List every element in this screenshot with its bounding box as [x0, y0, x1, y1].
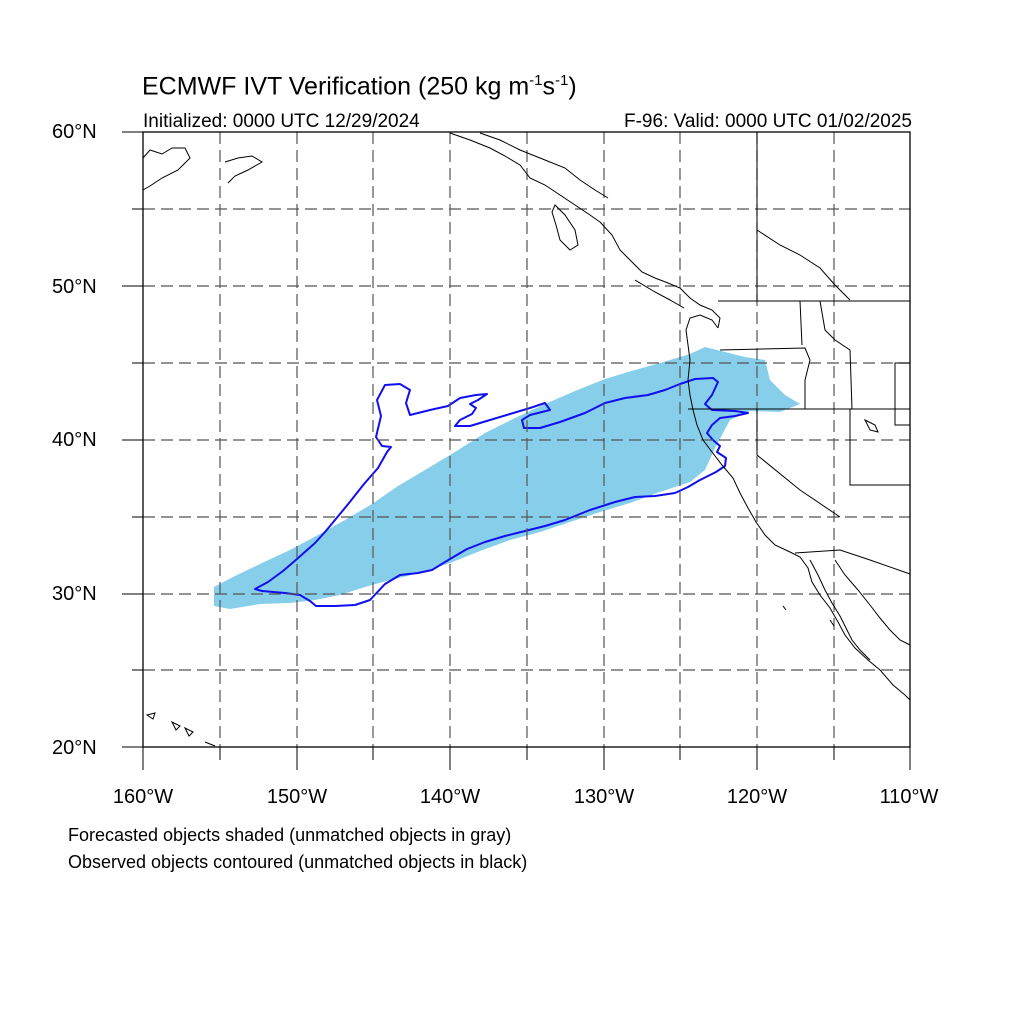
forecast-object-shading	[214, 347, 800, 609]
legend-note-observed: Observed objects contoured (unmatched ob…	[68, 852, 528, 872]
lon-label-110w: 110°W	[879, 786, 939, 808]
lon-label-130w: 130°W	[573, 786, 635, 808]
coastlines	[142, 132, 911, 747]
lon-label-120w: 120°W	[726, 786, 788, 808]
lat-label-40n: 40°N	[52, 429, 97, 451]
lat-label-30n: 30°N	[52, 583, 97, 605]
lat-label-20n: 20°N	[52, 737, 97, 759]
observed-object-contour	[254, 377, 749, 607]
legend-note-forecast: Forecasted objects shaded (unmatched obj…	[68, 825, 512, 845]
valid-time: F-96: Valid: 0000 UTC 01/02/2025	[624, 111, 912, 132]
graticule	[143, 132, 910, 747]
map-title: ECMWF IVT Verification (250 kg m-1s-1)	[142, 72, 577, 101]
initialized-time: Initialized: 0000 UTC 12/29/2024	[143, 111, 420, 132]
lon-label-150w: 150°W	[266, 786, 328, 808]
axis-ticks	[122, 131, 911, 770]
lon-label-160w: 160°W	[112, 786, 174, 808]
lat-label-60n: 60°N	[52, 121, 97, 143]
lon-label-140w: 140°W	[419, 786, 481, 808]
lat-label-50n: 50°N	[52, 276, 97, 298]
